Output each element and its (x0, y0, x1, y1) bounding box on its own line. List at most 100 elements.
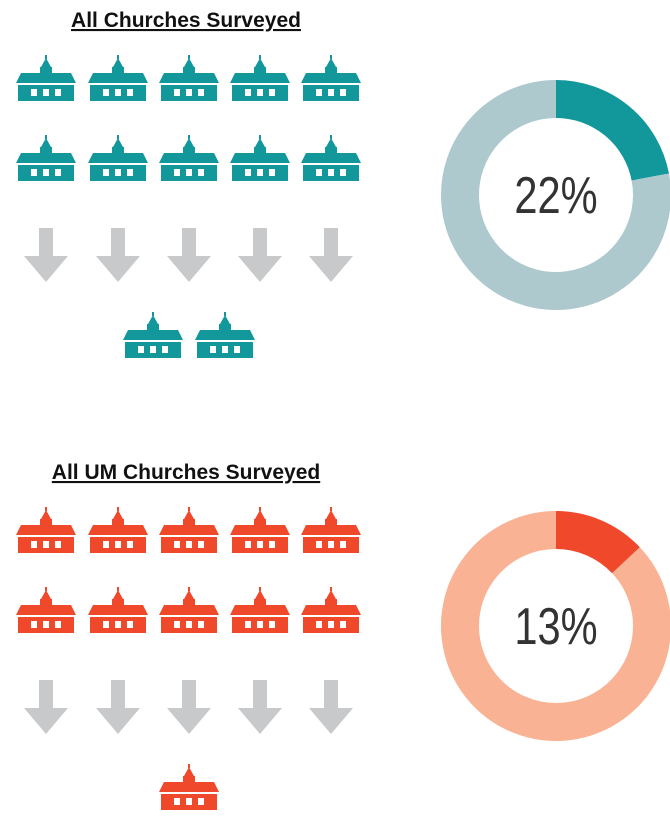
window (328, 621, 334, 628)
steeple (255, 510, 265, 519)
window (328, 89, 334, 96)
roof (88, 525, 148, 535)
steeple (220, 315, 230, 324)
window (55, 89, 61, 96)
roof (159, 605, 219, 615)
window (316, 541, 322, 548)
window (257, 169, 263, 176)
arrow (24, 680, 68, 734)
window (55, 621, 61, 628)
panel: All UM Churches Surveyed 13% (16, 461, 670, 810)
steeple (255, 590, 265, 599)
steeple-base (112, 147, 124, 153)
steeple-base (183, 519, 195, 525)
panel-title: All UM Churches Surveyed (52, 461, 320, 484)
steeple-base (219, 324, 231, 330)
steeple (184, 590, 194, 599)
steeple (184, 510, 194, 519)
arrow (96, 228, 140, 282)
church-icon (88, 507, 148, 553)
window (127, 621, 133, 628)
steeple-tip (330, 507, 332, 511)
church-icon (301, 507, 361, 553)
steeple-tip (152, 312, 154, 316)
steeple-tip (45, 135, 47, 139)
roof (88, 605, 148, 615)
window (186, 89, 192, 96)
window (222, 346, 228, 353)
steeple (113, 510, 123, 519)
steeple-tip (330, 587, 332, 591)
window (328, 169, 334, 176)
church-icon (230, 55, 290, 101)
church-icon (159, 55, 219, 101)
church-icon (301, 135, 361, 181)
church-icon (159, 507, 219, 553)
window (198, 541, 204, 548)
donut-segment (441, 80, 670, 310)
steeple-tip (259, 587, 261, 591)
window (103, 541, 109, 548)
steeple (326, 138, 336, 147)
roof (16, 605, 76, 615)
church-icon (230, 587, 290, 633)
window (43, 89, 49, 96)
steeple-tip (188, 587, 190, 591)
church-icon (159, 587, 219, 633)
window (328, 541, 334, 548)
steeple (113, 138, 123, 147)
church-icon (301, 587, 361, 633)
window (115, 89, 121, 96)
steeple-base (147, 324, 159, 330)
roof (230, 605, 290, 615)
window (269, 169, 275, 176)
window (245, 89, 251, 96)
arrow (238, 228, 282, 282)
steeple-tip (259, 507, 261, 511)
church-icon (16, 55, 76, 101)
window (245, 621, 251, 628)
arrow (238, 680, 282, 734)
steeple-tip (330, 135, 332, 139)
window (257, 621, 263, 628)
window (340, 89, 346, 96)
steeple-tip (224, 312, 226, 316)
window (245, 169, 251, 176)
window (316, 169, 322, 176)
steeple (113, 590, 123, 599)
steeple-base (254, 147, 266, 153)
panel-title: All Churches Surveyed (71, 9, 301, 32)
steeple (41, 590, 51, 599)
window (269, 621, 275, 628)
church-icon (16, 135, 76, 181)
steeple-tip (259, 55, 261, 59)
steeple-tip (188, 507, 190, 511)
steeple (255, 58, 265, 67)
arrow (167, 228, 211, 282)
window (138, 346, 144, 353)
roof (159, 782, 219, 792)
steeple (41, 138, 51, 147)
steeple-tip (45, 507, 47, 511)
window (234, 346, 240, 353)
window (31, 89, 37, 96)
steeple (255, 138, 265, 147)
church-icon (16, 507, 76, 553)
steeple-base (183, 599, 195, 605)
window (31, 541, 37, 548)
steeple-base (254, 599, 266, 605)
window (174, 169, 180, 176)
steeple (184, 58, 194, 67)
window (43, 169, 49, 176)
arrow (309, 680, 353, 734)
roof (159, 525, 219, 535)
church-icon (16, 587, 76, 633)
roof (88, 153, 148, 163)
steeple-tip (117, 587, 119, 591)
steeple-tip (117, 507, 119, 511)
roof (301, 73, 361, 83)
window (186, 541, 192, 548)
window (103, 89, 109, 96)
